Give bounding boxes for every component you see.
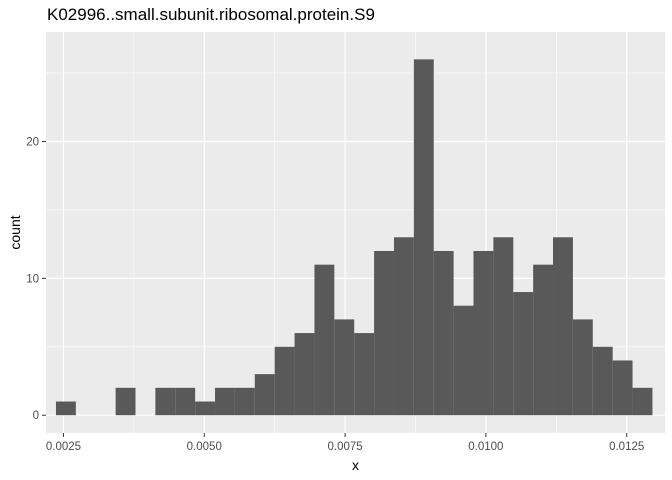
histogram-bar — [413, 59, 434, 416]
histogram-bars — [55, 59, 653, 416]
histogram-bar — [175, 387, 196, 416]
axis-ticks — [42, 140, 628, 437]
histogram-bar — [453, 305, 474, 416]
x-axis-label: x — [352, 457, 359, 473]
histogram-bar — [354, 333, 375, 416]
histogram-bar — [473, 250, 494, 416]
histogram-bar — [592, 346, 613, 416]
histogram-bar — [155, 387, 176, 416]
chart-title: K02996..small.subunit.ribosomal.protein.… — [47, 5, 375, 24]
histogram-bar — [294, 333, 315, 416]
histogram-bar — [553, 237, 573, 416]
x-tick-label: 0.0025 — [46, 441, 81, 453]
histogram-bar — [195, 401, 216, 416]
histogram-bar — [433, 250, 454, 416]
y-tick-label: 20 — [26, 136, 39, 148]
y-axis-label: count — [7, 215, 23, 249]
histogram-bar — [612, 360, 633, 416]
histogram-bar — [115, 387, 136, 416]
y-tick-label: 0 — [33, 410, 39, 422]
histogram-bar — [274, 346, 295, 416]
histogram-bar — [215, 387, 235, 416]
histogram-bar — [234, 387, 255, 416]
x-tick-label: 0.0125 — [609, 441, 644, 453]
y-axis-tick-labels: 0 10 20 — [26, 136, 39, 422]
x-tick-label: 0.0075 — [327, 441, 362, 453]
x-axis-tick-labels: 0.0025 0.0050 0.0075 0.0100 0.0125 — [46, 441, 644, 453]
histogram-bar — [533, 264, 554, 416]
histogram-bar — [334, 319, 355, 416]
histogram-bar — [254, 374, 275, 416]
histogram-bar — [493, 237, 514, 416]
histogram-bar — [513, 292, 534, 416]
histogram-bar — [632, 387, 653, 416]
histogram-bar — [572, 319, 593, 416]
y-tick-label: 10 — [26, 273, 39, 285]
histogram-bar — [314, 264, 335, 416]
histogram-bar — [393, 237, 414, 416]
x-tick-label: 0.0050 — [187, 441, 222, 453]
histogram-bar — [55, 401, 76, 416]
x-tick-label: 0.0100 — [468, 441, 503, 453]
histogram-bar — [374, 250, 394, 416]
